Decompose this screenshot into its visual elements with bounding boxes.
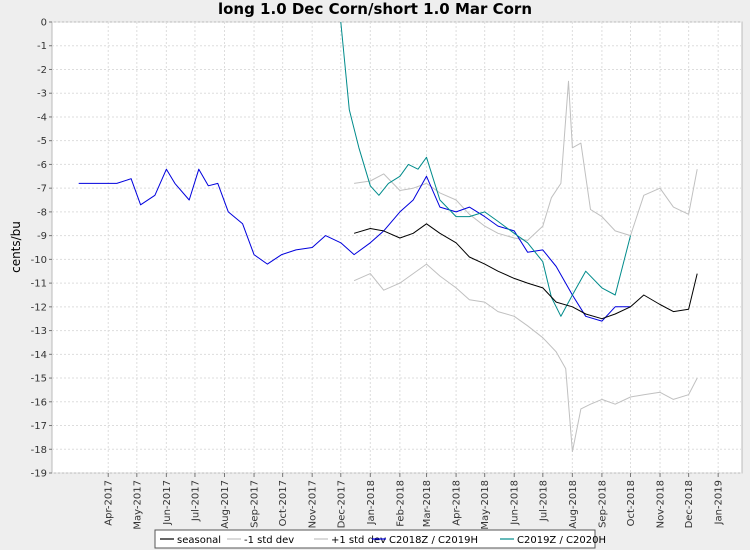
y-tick-label: -17 — [31, 421, 47, 432]
y-tick-label: -10 — [31, 255, 47, 266]
x-tick-label: Dec-2018 — [684, 480, 695, 528]
x-axis-ticks: Apr-2017 May-2017 Jun-2017 Jul-2017 Aug-2017… — [104, 473, 725, 530]
y-tick-label: -9 — [37, 231, 47, 242]
y-tick-label: -4 — [37, 112, 47, 123]
y-tick-label: -19 — [31, 469, 47, 480]
legend: seasonal -1 std dev +1 std dev C2018Z / C20… — [154, 529, 606, 549]
x-tick-label: Sep-2018 — [597, 480, 608, 528]
x-tick-label: Jul-2017 — [190, 480, 201, 522]
y-axis-label: cents/bu — [9, 221, 23, 273]
x-tick-label: Apr-2017 — [104, 480, 115, 526]
y-tick-label: -7 — [37, 184, 47, 195]
y-tick-label: -14 — [31, 350, 47, 361]
series-layer — [78, 21, 698, 453]
y-tick-label: -5 — [37, 136, 47, 147]
y-tick-label: -1 — [37, 41, 47, 52]
x-tick-label: Oct-2017 — [278, 480, 289, 526]
series-line-c2018z-c2019h — [78, 168, 631, 322]
x-tick-label: Jan-2019 — [714, 480, 725, 525]
series-line-seasonal — [353, 223, 698, 320]
y-axis-ticks: 0 -1 -2 -3 -4 -5 -6 -7 -8 -9 -10 -11 -12 -13 -14 -15 -16… — [31, 18, 52, 480]
plot-area — [51, 21, 743, 474]
series-line-1-std-dev — [353, 263, 698, 453]
x-tick-label: Jul-2018 — [538, 480, 549, 522]
x-tick-label: Apr-2018 — [452, 480, 463, 526]
x-tick-label: Jun-2017 — [162, 480, 173, 526]
series-line-1-std-dev — [354, 80, 698, 241]
x-tick-label: Jan-2018 — [366, 480, 377, 525]
y-tick-label: -3 — [37, 89, 47, 100]
y-tick-label: -15 — [31, 374, 47, 385]
x-tick-label: Aug-2017 — [220, 480, 231, 529]
y-tick-label: -6 — [37, 160, 47, 171]
y-tick-label: -2 — [37, 65, 47, 76]
series-line-c2019z-c2020h — [340, 21, 631, 317]
y-tick-label: -12 — [31, 302, 47, 313]
legend-label: seasonal — [177, 535, 221, 546]
y-tick-label: -8 — [37, 207, 47, 218]
x-tick-label: Nov-2017 — [308, 480, 319, 528]
legend-label: C2018Z / C2019H — [389, 535, 478, 546]
x-tick-label: Sep-2017 — [250, 480, 261, 528]
x-tick-label: May-2017 — [132, 480, 143, 530]
x-tick-label: Feb-2018 — [395, 480, 406, 527]
x-tick-label: Mar-2018 — [422, 480, 433, 527]
legend-label: +1 std dev — [331, 535, 386, 546]
legend-label: C2019Z / C2020H — [517, 535, 606, 546]
chart-title: long 1.0 Dec Corn/short 1.0 Mar Corn — [218, 0, 532, 18]
legend-label: -1 std dev — [244, 535, 294, 546]
y-tick-label: -11 — [31, 279, 47, 290]
x-tick-label: May-2018 — [480, 480, 491, 530]
y-tick-label: -13 — [31, 326, 47, 337]
y-tick-label: -16 — [31, 397, 47, 408]
y-tick-label: -18 — [31, 445, 47, 456]
x-tick-label: Oct-2018 — [626, 480, 637, 526]
x-tick-label: Aug-2018 — [568, 480, 579, 529]
x-tick-label: Dec-2017 — [336, 480, 347, 528]
x-tick-label: Nov-2018 — [656, 480, 667, 528]
x-tick-label: Jun-2018 — [510, 480, 521, 526]
y-tick-label: 0 — [41, 18, 47, 29]
